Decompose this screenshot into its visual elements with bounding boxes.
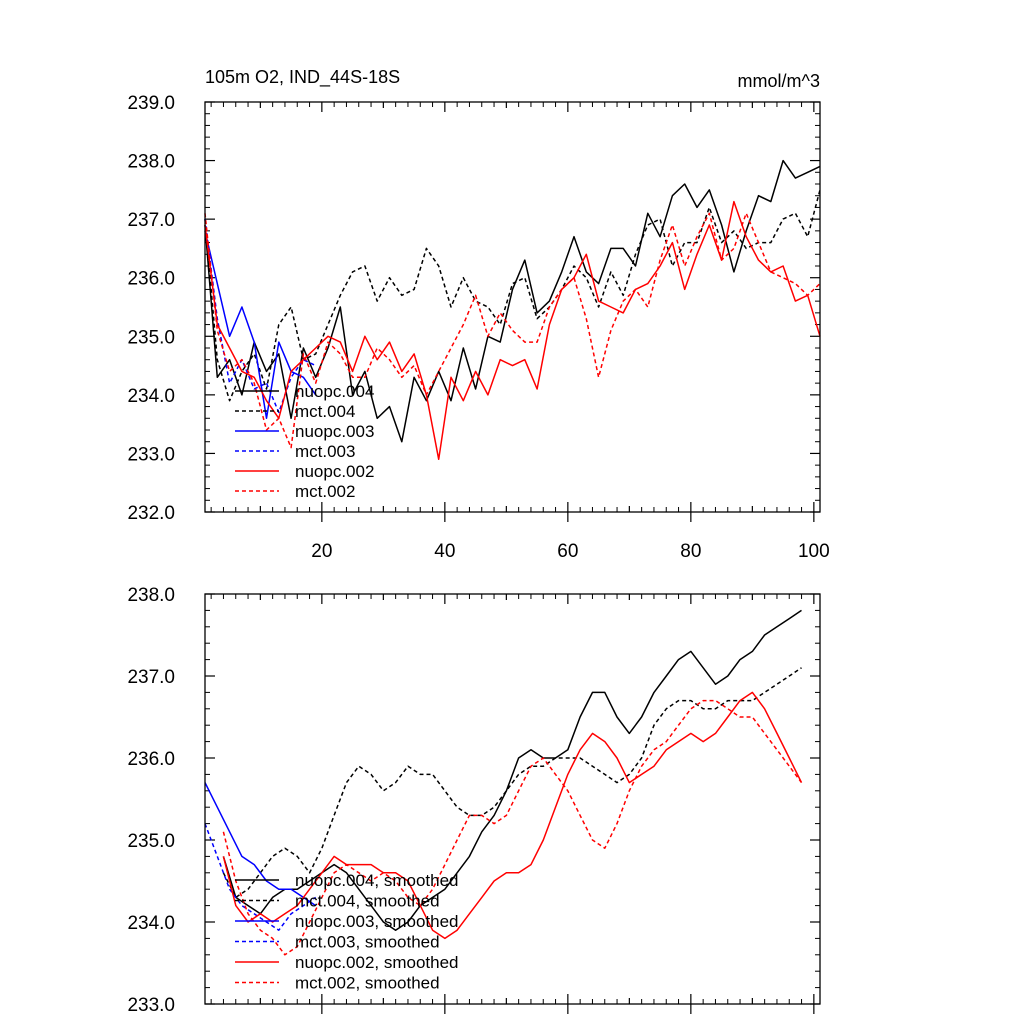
x-tick-label: 20 — [311, 541, 332, 562]
y-tick-label: 233.0 — [127, 444, 175, 465]
y-tick-label: 237.0 — [127, 210, 175, 231]
y-tick-label: 236.0 — [127, 269, 175, 290]
series-line-mct-003 — [204, 219, 317, 414]
series-line-nuopc-002-smoothed — [222, 691, 803, 940]
legend-label: mct.004 — [295, 402, 355, 421]
legend-label: mct.003 — [295, 442, 355, 461]
y-tick-label: 235.0 — [127, 831, 175, 852]
x-tick-label: 40 — [434, 541, 455, 562]
legend-label: nuopc.002, smoothed — [295, 953, 459, 972]
legend-label: mct.002 — [295, 482, 355, 501]
series-line-nuopc-004-smoothed — [222, 609, 802, 931]
x-tick-label: 60 — [557, 541, 578, 562]
legend-label: nuopc.003 — [295, 422, 374, 441]
top-axis-ticks — [205, 101, 820, 522]
bottom-axis-labels: 233.0 234.0 235.0 236.0 237.0 238.0 — [127, 585, 175, 1016]
y-tick-label: 234.0 — [127, 386, 175, 407]
bottom-series-group — [204, 609, 803, 956]
legend-label: nuopc.002 — [295, 462, 374, 481]
x-tick-label: 80 — [680, 541, 701, 562]
legend-label: mct.002, smoothed — [295, 974, 440, 993]
series-line-nuopc-003 — [204, 230, 317, 420]
chart-title: 105m O2, IND_44S-18S — [205, 67, 400, 88]
legend-label: nuopc.003, smoothed — [295, 912, 459, 931]
top-legend: nuopc.004mct.004nuopc.003mct.003nuopc.00… — [235, 382, 374, 501]
legend-label: mct.003, smoothed — [295, 933, 440, 952]
y-tick-label: 233.0 — [127, 995, 175, 1016]
x-tick-label: 100 — [798, 541, 830, 562]
y-tick-label: 237.0 — [127, 667, 175, 688]
series-line-mct-003-smoothed — [204, 823, 317, 931]
y-tick-label: 234.0 — [127, 913, 175, 934]
series-line-mct-002 — [204, 212, 821, 449]
legend-label: mct.004, smoothed — [295, 892, 440, 911]
top-panel: 105m O2, IND_44S-18S mmol/m^3 nuopc.004m… — [127, 67, 829, 562]
top-series-group — [204, 159, 821, 461]
y-tick-label: 238.0 — [127, 152, 175, 173]
series-line-mct-004 — [204, 189, 821, 402]
units-label: mmol/m^3 — [738, 71, 820, 91]
y-tick-label: 232.0 — [127, 503, 175, 524]
y-tick-label: 236.0 — [127, 749, 175, 770]
y-tick-label: 235.0 — [127, 327, 175, 348]
top-plot-frame — [204, 101, 821, 513]
y-tick-label: 239.0 — [127, 93, 175, 114]
series-line-nuopc-002 — [204, 200, 821, 461]
series-line-nuopc-003-smoothed — [204, 782, 317, 907]
series-line-mct-004-smoothed — [222, 667, 802, 899]
legend-label: nuopc.004 — [295, 382, 374, 401]
top-axis-labels: 20 40 60 80 100 232.0 233.0 234.0 235.0 236.0 237.… — [127, 93, 829, 562]
y-tick-label: 238.0 — [127, 585, 175, 606]
series-line-mct-002-smoothed — [222, 699, 803, 956]
series-line-nuopc-004 — [204, 159, 821, 443]
legend-label: nuopc.004, smoothed — [295, 871, 459, 890]
bottom-plot-frame — [204, 593, 821, 1005]
